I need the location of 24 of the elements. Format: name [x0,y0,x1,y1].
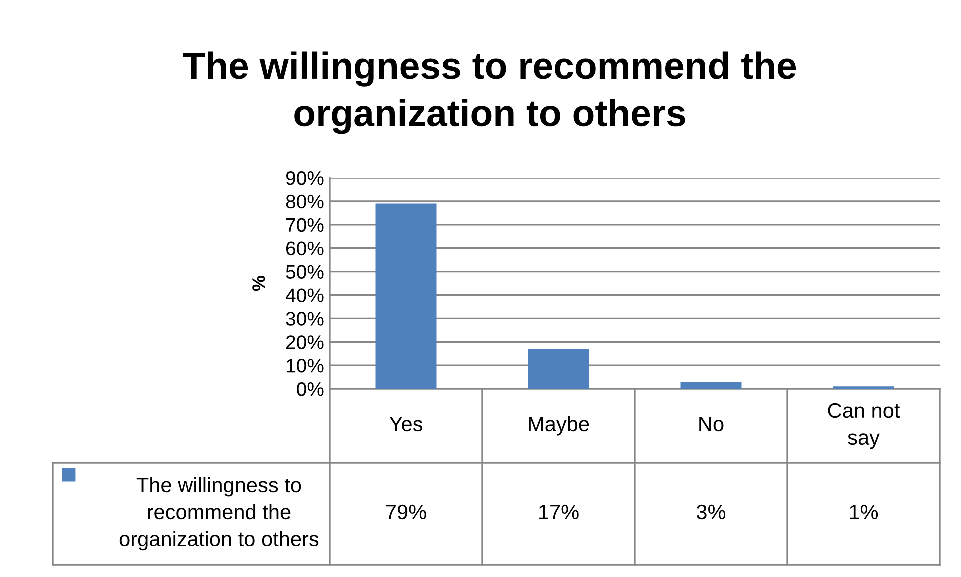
bar [376,204,437,389]
x-tick-label: No [700,417,724,432]
x-tick-label: Yes [390,417,422,432]
y-axis-title: % [252,276,266,292]
chart-title: The willingness to recommend the organization to others [183,52,796,134]
y-tick-label: 30% [286,312,324,326]
data-label: 79% [386,504,426,520]
y-tick-label: 40% [286,288,324,302]
y-tick-label: 0% [297,382,324,396]
y-tick-label: 90% [286,171,324,186]
data-label: 3% [696,504,726,520]
y-tick-label: 10% [287,359,324,373]
y-tick-label: 50% [286,265,324,280]
bar [528,349,590,389]
y-tick-label: 80% [286,194,324,209]
data-label: 17% [539,504,579,520]
data-label: 1% [850,504,878,520]
text: The willingness to recommend the organization to others [120,477,319,551]
bar [680,382,742,389]
y-tick-label: 60% [286,242,324,256]
y-tick-label: 70% [286,218,324,232]
y-tick-label: 20% [286,336,324,350]
x-tick-label: Can not say [828,403,900,450]
x-tick-label: Maybe [529,416,590,436]
